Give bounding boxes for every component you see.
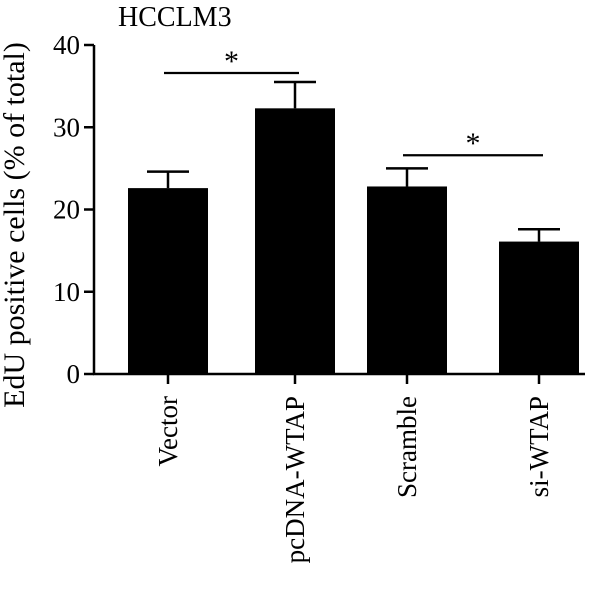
bar — [255, 108, 335, 375]
significance-marker: * — [466, 127, 481, 160]
x-tick-label: pcDNA-WTAP — [280, 396, 310, 563]
significance-marker: * — [224, 45, 239, 78]
y-tick-label: 20 — [53, 195, 80, 225]
y-tick-label: 0 — [67, 359, 81, 389]
plot-area: 0 10 20 30 40 Vector pcDNA-WTAP Scramble si-WTAP… — [53, 30, 585, 563]
y-tick-label: 10 — [53, 277, 80, 307]
bar — [499, 241, 579, 374]
x-tick-label: Vector — [153, 396, 183, 466]
bar — [128, 188, 208, 374]
y-axis-label: EdU positive cells (% of total) — [0, 42, 31, 408]
chart-title: HCCLM3 — [118, 2, 232, 33]
y-tick-label: 30 — [53, 112, 80, 142]
bar — [367, 186, 447, 374]
x-tick-label: Scramble — [392, 396, 422, 498]
y-tick-label: 40 — [53, 30, 80, 60]
x-tick-label: si-WTAP — [524, 396, 554, 497]
